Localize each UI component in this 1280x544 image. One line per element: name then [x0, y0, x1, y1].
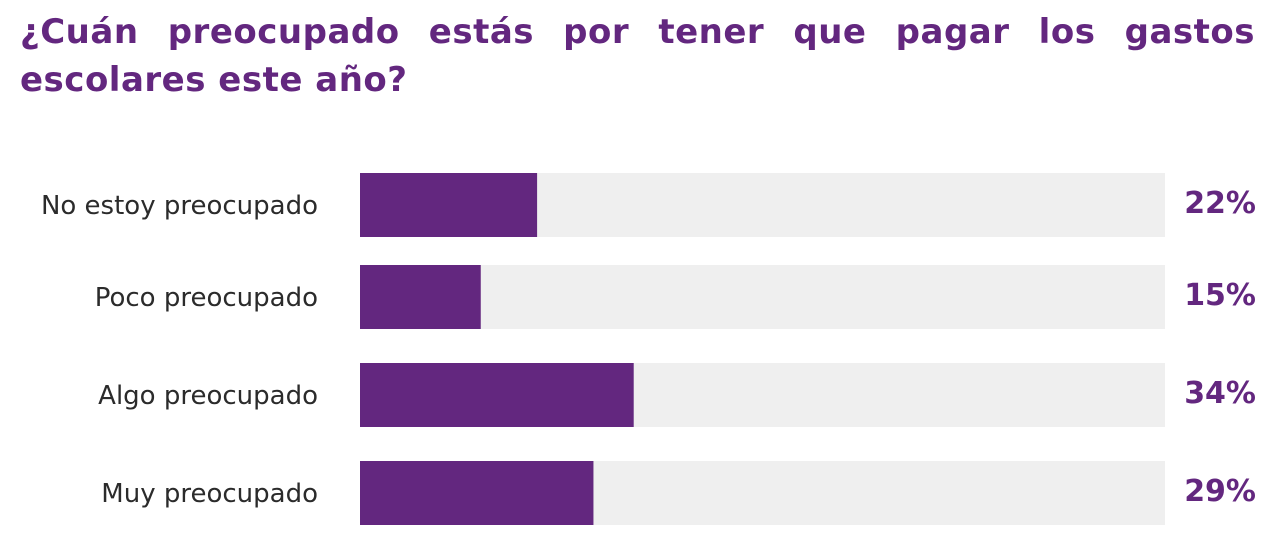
bar-track	[360, 265, 1165, 329]
bar	[360, 173, 538, 237]
value-label: 29%	[1184, 474, 1256, 509]
chart-title: ¿Cuán preocupado estás por tener que pag…	[20, 12, 1255, 100]
bar	[360, 461, 594, 525]
category-label: Muy preocupado	[101, 479, 318, 509]
category-label: Poco preocupado	[95, 283, 318, 313]
value-label: 34%	[1184, 376, 1256, 411]
value-label: 22%	[1184, 186, 1256, 221]
category-label: Algo preocupado	[98, 381, 318, 411]
bar	[360, 265, 481, 329]
category-label: No estoy preocupado	[41, 191, 318, 221]
value-label: 15%	[1184, 278, 1256, 313]
bar	[360, 363, 634, 427]
